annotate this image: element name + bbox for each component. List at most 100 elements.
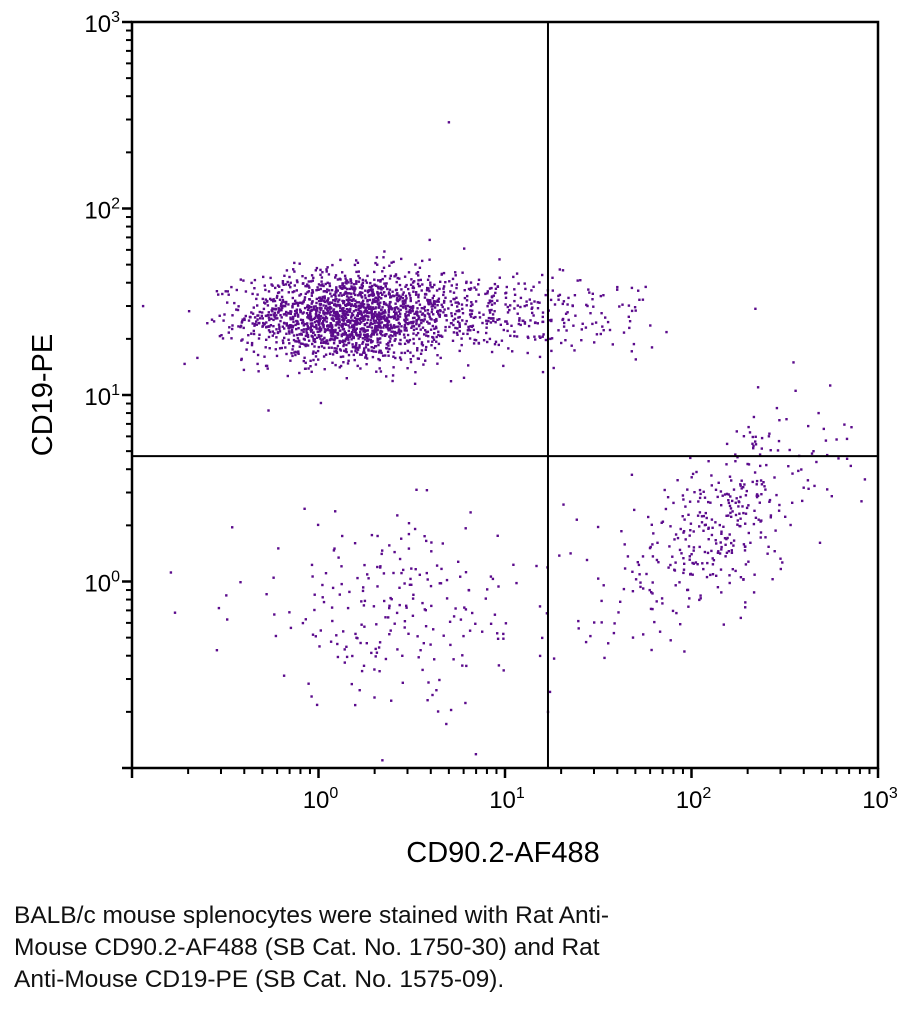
data-point [801, 499, 804, 503]
data-point [324, 342, 328, 345]
data-point [391, 307, 394, 310]
data-point [725, 463, 728, 466]
data-point [464, 571, 468, 574]
data-point [370, 346, 373, 349]
data-point [390, 261, 393, 264]
data-point [363, 625, 366, 628]
data-point [408, 305, 412, 309]
data-point [499, 323, 502, 326]
data-point [357, 337, 360, 340]
data-point [584, 640, 588, 644]
data-point [376, 326, 379, 329]
data-point [835, 438, 838, 441]
data-point [465, 664, 468, 668]
data-point [315, 289, 318, 292]
data-point [389, 316, 393, 319]
data-point [407, 287, 410, 291]
data-point [345, 310, 349, 314]
data-point [292, 320, 295, 324]
data-point [429, 281, 432, 284]
data-point [473, 338, 476, 342]
data-point [382, 317, 386, 320]
data-point [760, 493, 763, 496]
data-point [329, 640, 333, 643]
data-point [309, 359, 312, 362]
data-point [445, 578, 449, 582]
data-point [348, 303, 351, 306]
data-point [429, 328, 433, 331]
data-point [591, 322, 594, 326]
data-point [264, 298, 267, 301]
data-point [414, 293, 418, 296]
data-point [378, 670, 381, 673]
data-point [701, 562, 704, 565]
data-point [737, 500, 740, 503]
data-point [298, 308, 302, 311]
data-point [329, 310, 333, 314]
data-point [387, 327, 390, 330]
data-point [310, 291, 314, 295]
data-point [416, 635, 419, 638]
data-point [572, 324, 575, 327]
data-point [413, 280, 416, 283]
data-point [682, 568, 686, 571]
data-point [486, 588, 489, 591]
data-point [421, 668, 424, 672]
data-point [319, 629, 322, 632]
data-point [282, 283, 285, 286]
data-point [363, 314, 367, 318]
data-point [361, 317, 364, 320]
data-point [388, 307, 391, 310]
data-point [350, 299, 353, 302]
data-point [343, 285, 346, 288]
data-point [341, 332, 345, 335]
data-point [489, 300, 492, 304]
data-point [330, 289, 334, 292]
data-point [747, 560, 750, 563]
data-point [494, 340, 498, 343]
data-point [336, 313, 340, 316]
data-point [682, 530, 686, 533]
data-point [585, 558, 589, 562]
data-point [566, 311, 569, 314]
data-point [405, 606, 408, 609]
data-point [344, 338, 348, 341]
data-point [674, 533, 678, 536]
data-point [744, 522, 747, 525]
data-point [366, 300, 369, 303]
data-point [322, 304, 325, 307]
data-point [596, 525, 600, 529]
data-point [314, 355, 318, 358]
data-point [535, 564, 538, 568]
data-point [388, 288, 392, 291]
data-point [312, 339, 315, 343]
data-point [375, 333, 379, 336]
data-point [390, 344, 394, 347]
data-point [371, 294, 374, 297]
data-point [394, 274, 398, 277]
data-point [343, 340, 346, 343]
data-point [307, 284, 310, 288]
data-point [538, 654, 542, 658]
data-point [459, 618, 463, 621]
data-point [465, 299, 469, 302]
data-point [323, 346, 326, 350]
data-point [457, 560, 460, 563]
data-point [357, 307, 360, 310]
data-point [355, 282, 358, 285]
data-point [428, 238, 431, 242]
data-point [789, 523, 792, 527]
data-point [335, 286, 338, 289]
data-point [544, 338, 548, 342]
data-point [500, 339, 504, 342]
data-point [331, 331, 334, 334]
data-point [173, 611, 177, 614]
data-point [226, 290, 229, 293]
data-point [475, 288, 478, 291]
data-point [397, 310, 401, 313]
data-point [374, 647, 377, 651]
data-point [318, 296, 321, 300]
data-point [287, 303, 290, 306]
data-point [299, 318, 303, 321]
data-point [736, 523, 739, 526]
